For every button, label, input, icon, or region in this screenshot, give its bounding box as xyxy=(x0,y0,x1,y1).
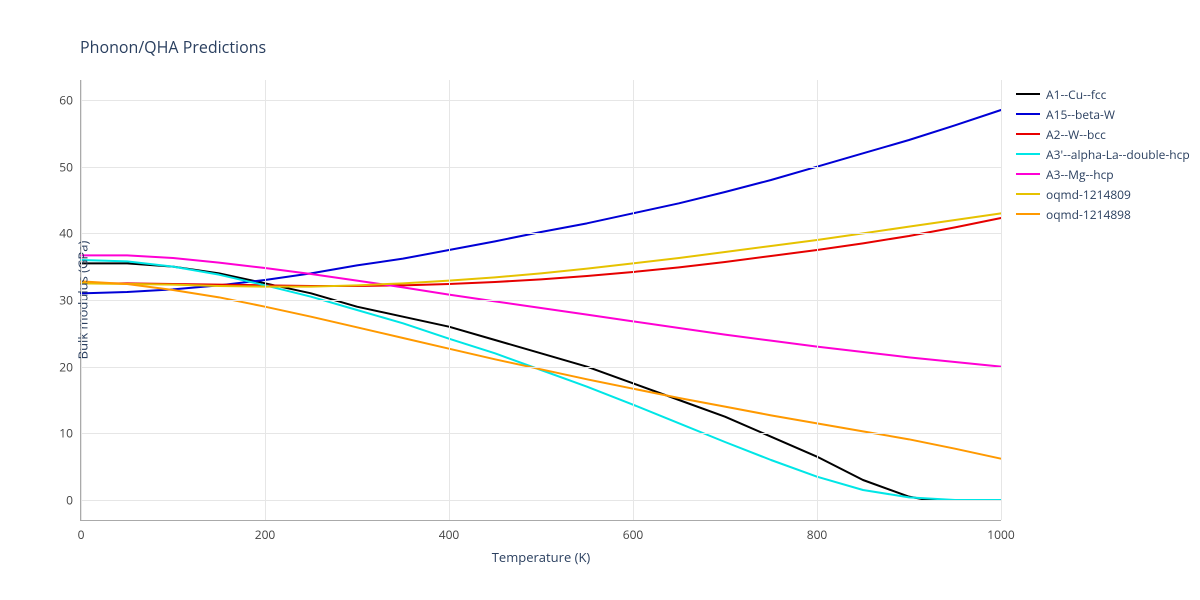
chart-title: Phonon/QHA Predictions xyxy=(80,36,266,58)
plot-area[interactable]: Temperature (K) Bulk modulus (GPa) 02004… xyxy=(80,80,1001,521)
gridline-h xyxy=(81,300,1001,301)
legend: A1--Cu--fcc A15--beta-W A2--W--bcc A3'--alp… xyxy=(1016,84,1190,224)
x-axis-label: Temperature (K) xyxy=(492,520,591,566)
x-tick-label: 200 xyxy=(255,520,276,543)
legend-swatch xyxy=(1016,153,1040,155)
legend-swatch xyxy=(1016,173,1040,175)
series-line[interactable] xyxy=(81,218,1001,286)
legend-item[interactable]: A3'--alpha-La--double-hcp xyxy=(1016,144,1190,164)
series-line[interactable] xyxy=(81,255,1001,366)
legend-label: A15--beta-W xyxy=(1046,106,1115,123)
legend-label: A1--Cu--fcc xyxy=(1046,86,1106,103)
gridline-h xyxy=(81,367,1001,368)
gridline-h xyxy=(81,233,1001,234)
gridline-h xyxy=(81,500,1001,501)
legend-item[interactable]: A3--Mg--hcp xyxy=(1016,164,1190,184)
y-tick-label: 30 xyxy=(59,292,81,309)
y-tick-label: 20 xyxy=(59,358,81,375)
series-line[interactable] xyxy=(81,260,1001,500)
x-tick-label: 0 xyxy=(78,520,85,543)
series-line[interactable] xyxy=(81,110,1001,293)
chart-container: Phonon/QHA Predictions Temperature (K) B… xyxy=(0,0,1200,600)
legend-swatch xyxy=(1016,213,1040,215)
y-tick-label: 40 xyxy=(59,225,81,242)
gridline-h xyxy=(81,167,1001,168)
y-tick-label: 10 xyxy=(59,425,81,442)
gridline-v xyxy=(1001,80,1002,520)
legend-label: A3'--alpha-La--double-hcp xyxy=(1046,146,1190,163)
legend-swatch xyxy=(1016,193,1040,195)
legend-item[interactable]: oqmd-1214898 xyxy=(1016,204,1190,224)
x-tick-label: 400 xyxy=(439,520,460,543)
legend-label: A3--Mg--hcp xyxy=(1046,166,1114,183)
legend-label: A2--W--bcc xyxy=(1046,126,1106,143)
x-tick-label: 600 xyxy=(623,520,644,543)
series-line[interactable] xyxy=(81,263,1001,500)
legend-item[interactable]: A2--W--bcc xyxy=(1016,124,1190,144)
legend-item[interactable]: A1--Cu--fcc xyxy=(1016,84,1190,104)
legend-swatch xyxy=(1016,113,1040,115)
y-tick-label: 0 xyxy=(66,492,81,509)
legend-swatch xyxy=(1016,133,1040,135)
y-tick-label: 60 xyxy=(59,92,81,109)
x-tick-label: 800 xyxy=(807,520,828,543)
legend-item[interactable]: A15--beta-W xyxy=(1016,104,1190,124)
legend-label: oqmd-1214898 xyxy=(1046,206,1131,223)
x-tick-label: 1000 xyxy=(987,520,1014,543)
y-tick-label: 50 xyxy=(59,158,81,175)
legend-label: oqmd-1214809 xyxy=(1046,186,1131,203)
legend-swatch xyxy=(1016,93,1040,95)
legend-item[interactable]: oqmd-1214809 xyxy=(1016,184,1190,204)
gridline-h xyxy=(81,433,1001,434)
gridline-h xyxy=(81,100,1001,101)
